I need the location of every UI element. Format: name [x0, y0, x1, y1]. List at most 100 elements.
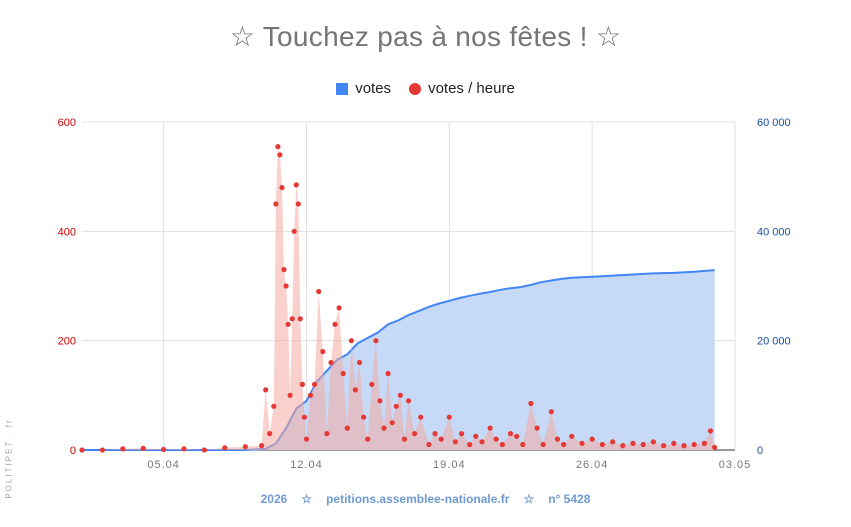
votes-per-hour-point — [283, 283, 289, 289]
votes-per-hour-point — [201, 447, 207, 453]
votes-per-hour-point — [161, 446, 167, 453]
votes-per-hour-point — [222, 445, 228, 451]
votes-per-hour-point — [140, 445, 146, 451]
votes-per-hour-point — [271, 403, 277, 409]
votes-per-hour-point — [328, 359, 334, 366]
votes-per-hour-point — [279, 185, 285, 191]
votes-per-hour-point — [259, 443, 265, 449]
votes-per-hour-point — [701, 440, 708, 446]
votes-per-hour-point — [554, 436, 561, 442]
votes-per-hour-point — [487, 425, 493, 431]
legend-item-votes-per-hour[interactable]: votes / heure — [409, 80, 515, 97]
votes-per-hour-point — [499, 441, 505, 448]
votes-per-hour-point — [79, 447, 85, 453]
votes-per-hour-point — [365, 436, 371, 442]
votes-per-hour-point — [377, 398, 383, 404]
votes-per-hour-point — [432, 431, 438, 437]
footer-petition-number: n° 5428 — [548, 492, 591, 506]
votes-per-hour-point — [681, 443, 687, 449]
right-axis-tick-label: 0 — [757, 445, 763, 457]
votes-per-hour-point — [352, 387, 358, 393]
votes-per-hour-point — [120, 446, 126, 452]
votes-per-hour-point — [287, 392, 293, 398]
legend-swatch-votes-per-hour — [409, 82, 422, 95]
votes-per-hour-point — [640, 441, 646, 448]
footer-star-1: ☆ — [301, 492, 313, 506]
votes-per-hour-point — [438, 436, 444, 442]
footer-star-2: ☆ — [523, 492, 535, 506]
footer: 2026 ☆ petitions.assemblee-nationale.fr … — [0, 492, 851, 506]
votes-per-hour-point — [389, 420, 395, 426]
votes-per-hour-point — [589, 436, 595, 442]
votes-per-hour-point — [534, 425, 540, 431]
votes-per-hour-point — [267, 431, 273, 437]
votes-per-hour-point — [324, 431, 330, 437]
votes-per-hour-point — [275, 144, 281, 150]
votes-per-hour-point — [467, 441, 473, 448]
votes-per-hour-point — [650, 439, 657, 445]
chart-title: ☆ Touchez pas à nos fêtes ! ☆ — [229, 21, 622, 52]
votes-per-hour-point — [507, 431, 514, 437]
x-axis-tick-label: 12.04 — [290, 459, 323, 471]
votes-per-hour-point — [361, 414, 367, 420]
votes-per-hour-point — [540, 441, 546, 448]
votes-per-hour-point — [385, 370, 391, 377]
votes-per-hour-point — [242, 444, 248, 450]
votes-per-hour-point — [493, 436, 499, 442]
votes-per-hour-point — [312, 381, 318, 387]
votes-per-hour-point — [452, 439, 458, 445]
votes-per-hour-point — [561, 441, 567, 448]
votes-per-hour-point — [320, 349, 326, 355]
votes-per-hour-point — [671, 440, 677, 446]
legend-swatch-votes — [336, 82, 349, 95]
votes-per-hour-point — [289, 316, 295, 322]
votes-per-hour-point — [381, 425, 387, 431]
left-axis-tick-label: 600 — [58, 117, 76, 129]
right-axis-tick-label: 40 000 — [757, 226, 791, 238]
votes-per-hour-point — [273, 201, 279, 207]
legend-label-votes-per-hour: votes / heure — [428, 80, 515, 97]
chart-legend: votes votes / heure — [0, 80, 851, 97]
votes-per-hour-point — [293, 182, 299, 188]
votes-per-hour-point — [479, 439, 485, 445]
legend-item-votes[interactable]: votes — [336, 80, 391, 97]
votes-per-hour-point — [307, 392, 314, 398]
votes-per-hour-point — [426, 441, 432, 448]
votes-per-hour-point — [412, 431, 418, 437]
x-axis-tick-label: 26.04 — [576, 459, 609, 471]
votes-per-hour-point — [473, 433, 479, 439]
votes-per-hour-point — [620, 443, 626, 449]
votes-per-hour-point — [520, 441, 526, 448]
votes-per-hour-point — [712, 444, 718, 450]
votes-per-hour-point — [336, 305, 342, 311]
votes-per-hour-point — [446, 414, 452, 420]
x-axis-tick-label: 19.04 — [433, 459, 466, 471]
legend-label-votes: votes — [355, 80, 392, 97]
votes-per-hour-point — [418, 414, 424, 420]
votes-area — [82, 270, 715, 450]
votes-per-hour-point — [599, 441, 606, 448]
votes-per-hour-point — [297, 316, 303, 322]
votes-per-hour-point — [401, 436, 407, 442]
votes-per-hour-point — [316, 288, 322, 295]
x-axis-tick-label: 05.04 — [147, 459, 180, 471]
votes-per-hour-point — [340, 370, 346, 377]
votes-per-hour-point — [356, 359, 363, 366]
left-axis-tick-label: 200 — [58, 336, 76, 348]
footer-site-link[interactable]: petitions.assemblee-nationale.fr — [326, 492, 510, 506]
votes-per-hour-point — [373, 338, 379, 344]
votes-per-hour-point — [579, 440, 585, 446]
votes-per-hour-point — [630, 440, 636, 446]
votes-per-hour-point — [181, 446, 187, 452]
votes-per-hour-point — [707, 428, 714, 434]
votes-per-hour-point — [348, 338, 354, 344]
votes-per-hour-point — [691, 441, 697, 448]
votes-per-hour-point — [369, 381, 375, 387]
votes-per-hour-point — [263, 387, 269, 393]
votes-per-hour-point — [610, 439, 616, 445]
votes-per-hour-point — [99, 447, 105, 453]
left-axis-tick-label: 400 — [58, 226, 76, 238]
votes-per-hour-point — [528, 400, 534, 407]
votes-per-hour-point — [548, 409, 554, 415]
